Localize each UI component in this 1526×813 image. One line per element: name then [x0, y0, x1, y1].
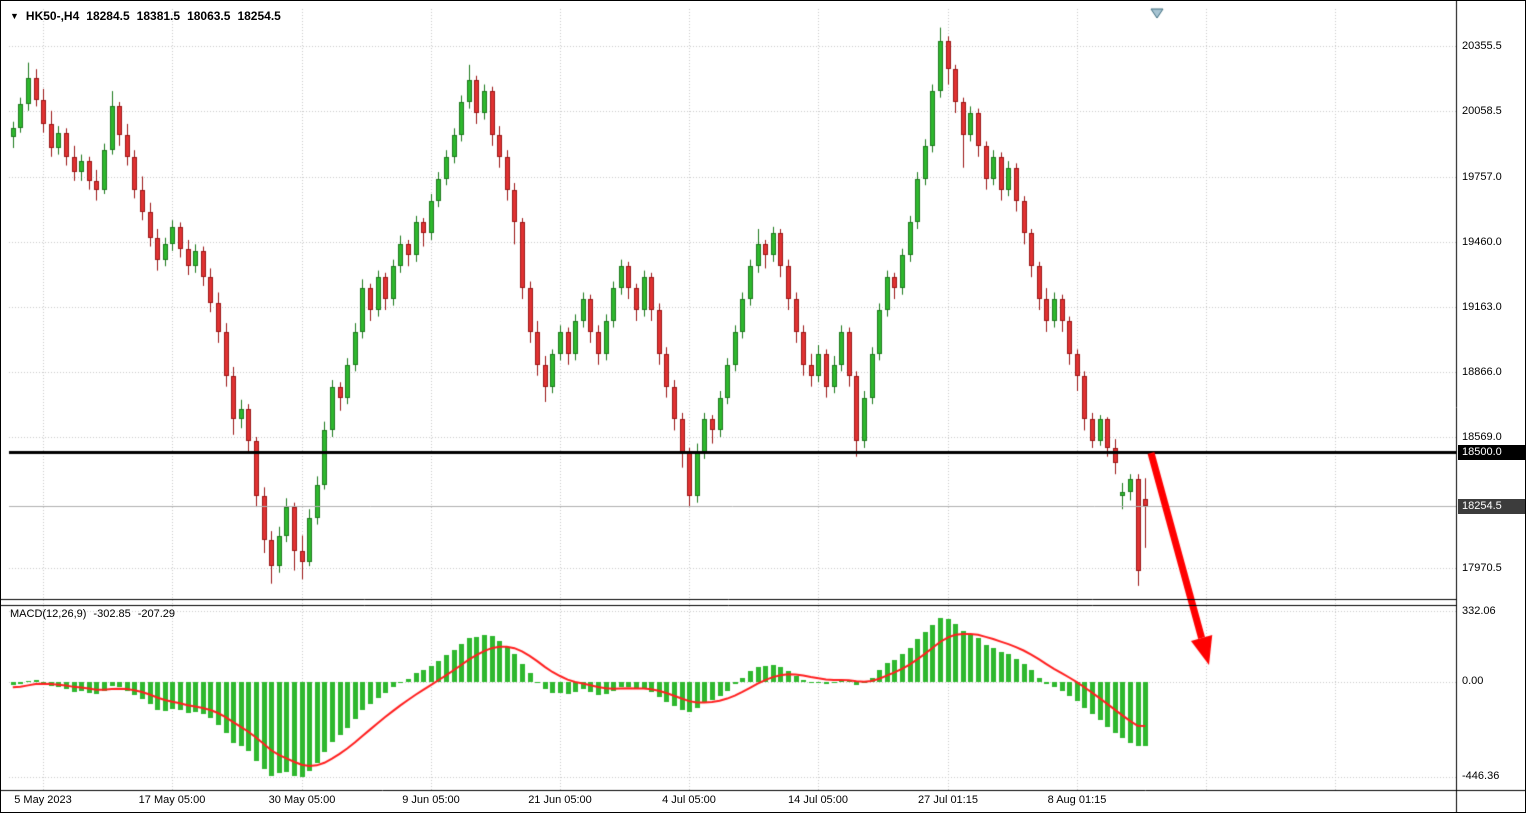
time-axis-label: 14 Jul 05:00: [788, 794, 848, 806]
price-axis[interactable]: 20355.5 20058.5 19757.0 19460.0 19163.0 18866…: [1458, 1, 1525, 812]
time-axis-label: 5 May 2023: [14, 794, 72, 806]
time-axis[interactable]: 5 May 2023 17 May 05:00 30 May 05:00 9 Jun …: [1, 792, 1457, 812]
time-axis-label: 30 May 05:00: [268, 794, 336, 806]
time-axis-label: 9 Jun 05:00: [402, 794, 460, 806]
time-axis-label: 17 May 05:00: [138, 794, 206, 806]
macd-main-value: -302.85: [93, 608, 131, 620]
price-axis-label: 19757.0: [1462, 171, 1502, 183]
ohlc-low: 18063.5: [187, 9, 231, 23]
price-axis-label: 20355.5: [1462, 40, 1502, 52]
time-axis-label: 4 Jul 05:00: [662, 794, 716, 806]
macd-name: MACD(12,26,9): [10, 608, 87, 620]
symbol-header: ▼ HK50-,H4 18284.5 18381.5 18063.5 18254…: [10, 9, 281, 23]
macd-axis-label: -446.36: [1462, 770, 1500, 782]
time-axis-label: 21 Jun 05:00: [528, 794, 592, 806]
price-badge: 18500.0: [1458, 445, 1525, 460]
symbol-timeframe-label: HK50-,H4: [25, 9, 80, 23]
price-axis-label: 19163.0: [1462, 301, 1502, 313]
macd-indicator-label: MACD(12,26,9) -302.85 -207.29: [10, 608, 175, 620]
ohlc-high: 18381.5: [136, 9, 181, 23]
symbol-dropdown-icon[interactable]: ▼: [10, 11, 19, 21]
price-axis-label: 18569.0: [1462, 431, 1502, 443]
price-axis-label: 18866.0: [1462, 366, 1502, 378]
price-badge: 18254.5: [1458, 499, 1525, 514]
ohlc-open: 18284.5: [86, 9, 130, 23]
time-axis-label: 27 Jul 01:15: [918, 794, 978, 806]
price-axis-label: 19460.0: [1462, 236, 1502, 248]
price-axis-label: 17970.5: [1462, 562, 1502, 574]
macd-axis-label: 0.00: [1462, 675, 1484, 687]
price-axis-label: 20058.5: [1462, 105, 1502, 117]
macd-axis-label: 332.06: [1462, 605, 1496, 617]
time-axis-label: 8 Aug 01:15: [1047, 794, 1107, 806]
ohlc-close: 18254.5: [237, 9, 281, 23]
macd-signal-value: -207.29: [137, 608, 176, 620]
